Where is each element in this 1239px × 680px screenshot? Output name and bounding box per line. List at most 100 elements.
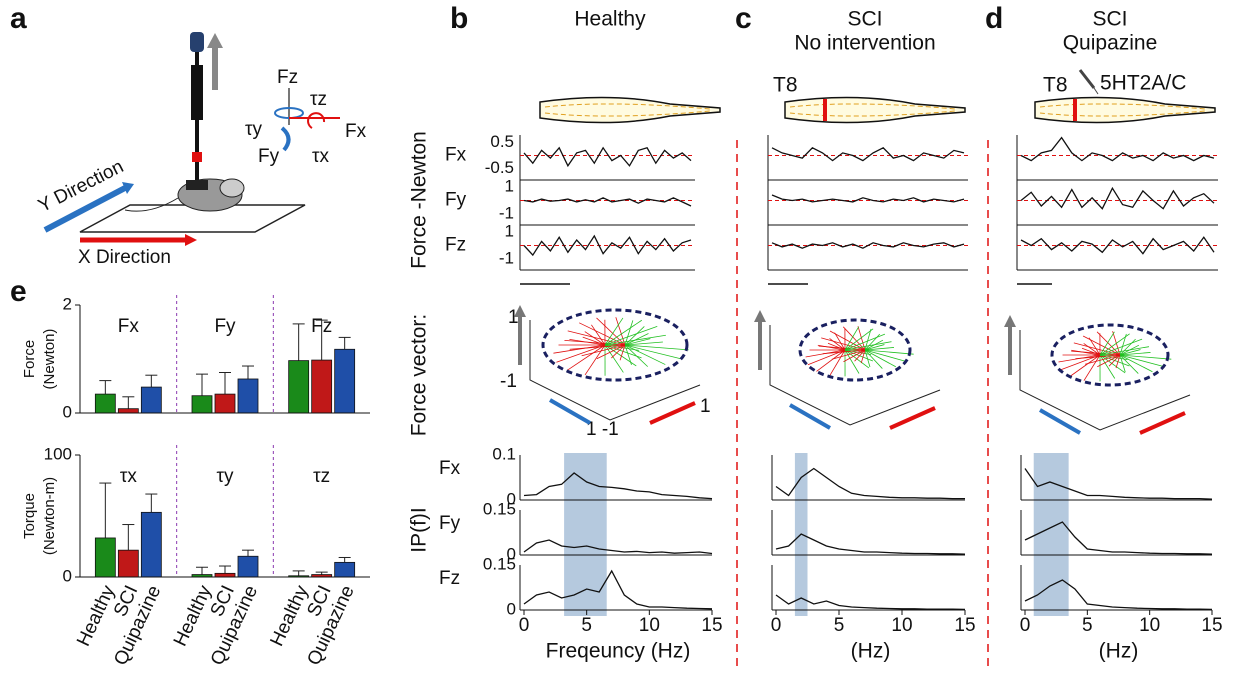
x-axis-label: Freqeuncy (Hz) [546, 640, 691, 663]
spinal-tract [789, 103, 956, 117]
vector-tick: 1 [508, 307, 519, 328]
vector-spoke [1108, 354, 1121, 367]
bar [311, 359, 333, 414]
vector-spoke [864, 349, 883, 369]
vector-spoke [1096, 331, 1121, 356]
vector-spoke [596, 317, 626, 346]
vector-spoke [624, 338, 651, 346]
arrow [789, 403, 831, 430]
arrow-head [754, 310, 766, 322]
y-tick-label: -1 [499, 249, 514, 268]
spinal-tract [1039, 103, 1206, 117]
column-title: SCI [1092, 8, 1127, 31]
vector-spoke [844, 349, 874, 362]
y-axis-label: (Newton) [41, 329, 58, 390]
vector-spoke [1099, 338, 1143, 356]
highlight-band [1033, 453, 1069, 616]
vector-spoke [1119, 354, 1126, 373]
y-tick-label: 0 [63, 566, 72, 585]
drug-label: 5HT2A/C [1100, 72, 1186, 95]
x-tick-label: 0 [771, 615, 782, 636]
panel-label: d [985, 2, 1003, 35]
vector-spoke [834, 332, 846, 351]
row-label: Fx [439, 458, 461, 479]
vector-spoke [624, 333, 649, 346]
series-label: Healthy [170, 582, 216, 650]
x-tick-label: 0 [1020, 615, 1031, 636]
arrow [1039, 408, 1081, 435]
vector-spoke [1071, 349, 1101, 356]
spectrum-line [775, 533, 966, 555]
vector-spoke [604, 317, 624, 346]
force-trace [1020, 236, 1215, 255]
y-axis-label: (Newton-m) [41, 477, 58, 555]
vector-spoke [579, 322, 626, 346]
spectrum-line [1024, 468, 1213, 500]
vector-tick: -1 [500, 371, 517, 392]
vector-spoke [1083, 343, 1101, 356]
row-label: Fy [445, 190, 467, 211]
category-label: τy [216, 466, 234, 487]
y-tick-label: 1 [505, 221, 514, 240]
spectrum-line [775, 594, 966, 611]
injury-level: T8 [1043, 74, 1068, 97]
arrow [889, 406, 936, 430]
vector-spoke [864, 349, 896, 368]
vector-spoke [854, 349, 866, 362]
arrow [649, 401, 696, 425]
vector-spoke [829, 349, 846, 376]
x-tick-label: 5 [581, 615, 592, 636]
series-label: Healthy [73, 582, 119, 650]
vector-spoke [569, 339, 606, 346]
x-tick-label: 10 [639, 615, 660, 636]
vector-spoke [567, 344, 606, 371]
panel-label: a [10, 2, 27, 35]
vector-spoke [1088, 337, 1101, 356]
vector-spoke [567, 330, 626, 346]
vector-spoke [1099, 346, 1150, 356]
category-label: Fx [118, 316, 140, 337]
y-tick-label: -1 [499, 204, 514, 223]
vector-spoke [1119, 354, 1172, 360]
row-label: IP(f)I [408, 507, 431, 553]
y-tick-label: 100 [44, 444, 72, 463]
y-tick-label: 0.1 [492, 444, 516, 463]
ellipse-fit [798, 318, 912, 382]
vector-spoke [844, 349, 860, 374]
force-trace [771, 194, 965, 203]
vector-spoke [1099, 354, 1128, 361]
vector-spoke [619, 344, 626, 361]
vector-spoke [624, 344, 689, 351]
y-tick-label: 2 [63, 294, 72, 313]
vector-spoke [1084, 354, 1121, 365]
vector-axes [529, 320, 701, 421]
category-label: τz [313, 466, 330, 487]
vector-spoke [1099, 354, 1116, 379]
category-label: τx [120, 466, 138, 487]
bar [334, 348, 356, 414]
vector-spoke [822, 349, 866, 355]
force-trace [523, 146, 692, 168]
vector-spoke [581, 344, 626, 357]
x-tick-label: 10 [891, 615, 912, 636]
force-label: Fy [258, 146, 280, 167]
vector-spoke [624, 344, 648, 367]
spinal-cord [1034, 96, 1216, 124]
y-tick-label: -0.5 [485, 158, 514, 177]
bar [140, 386, 162, 414]
y-tick-label: 0 [507, 544, 516, 563]
vector-spoke [624, 344, 681, 360]
bar [140, 511, 162, 578]
injury-level: T8 [773, 74, 798, 97]
y-tick-label: 0 [63, 402, 72, 421]
spectrum-line [1024, 521, 1213, 555]
vector-spoke [1082, 335, 1121, 356]
panel-label: b [450, 2, 468, 35]
row-label: Fx [445, 145, 467, 166]
panel-label: e [10, 275, 27, 308]
x-tick-label: 15 [701, 615, 722, 636]
row-label: Fz [439, 568, 460, 589]
vector-spoke [864, 349, 908, 363]
bar [214, 572, 236, 578]
